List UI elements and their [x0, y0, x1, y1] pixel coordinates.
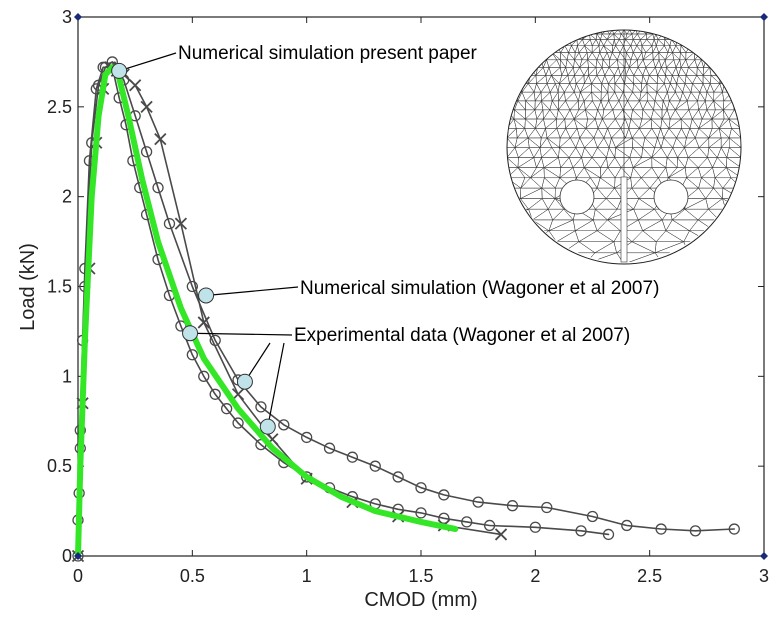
series-line-wagoner	[77, 61, 736, 557]
annotation-leader-line	[118, 52, 177, 72]
data-point-circle	[621, 519, 633, 532]
data-point-circle	[438, 512, 450, 524]
data-point-cross	[494, 528, 508, 541]
annotation-marker	[236, 373, 253, 390]
series-line-wagoner	[77, 66, 610, 536]
data-point-circle	[438, 489, 450, 501]
y-tick-label: 2.5	[47, 97, 72, 117]
x-tick-label: 2	[530, 566, 540, 586]
data-point-circle	[346, 451, 359, 463]
data-point-circle	[728, 523, 740, 535]
data-point-circle	[301, 431, 313, 444]
annotation-wagoner-experimental: Experimental data (Wagoner et al 2007)	[294, 325, 630, 346]
data-point-circle	[152, 182, 164, 194]
data-point-circle	[415, 482, 427, 494]
x-tick-label: 1	[302, 566, 312, 586]
x-tick-label: 0.5	[180, 566, 205, 586]
y-tick-label: 1.5	[47, 277, 72, 297]
y-axis-label: Load (kN)	[17, 243, 39, 331]
annotation-layer	[111, 52, 299, 435]
annotation-leader-line	[267, 342, 285, 427]
x-tick-label: 0	[73, 566, 83, 586]
data-point-circle	[392, 471, 404, 483]
annotation-leader-line	[205, 286, 299, 297]
data-point-circle	[186, 280, 198, 293]
data-point-circle	[140, 146, 153, 158]
data-point-circle	[461, 516, 473, 528]
y-tick-label: 2	[62, 187, 72, 207]
data-point-circle	[575, 525, 587, 537]
series-line-present-paper	[75, 64, 459, 559]
series-layer	[71, 56, 740, 563]
x-tick-label: 3	[759, 566, 769, 586]
data-point-cross	[140, 100, 153, 113]
data-point-circle	[255, 401, 267, 413]
data-point-circle	[541, 501, 553, 514]
data-point-circle	[602, 528, 615, 541]
data-point-circle	[472, 496, 484, 508]
corner-markers	[74, 13, 768, 560]
data-point-circle	[278, 419, 290, 431]
data-point-circle	[186, 349, 198, 361]
data-point-circle	[483, 519, 496, 532]
data-point-circle	[323, 442, 336, 454]
annotation-marker	[198, 287, 215, 304]
data-point-circle	[209, 388, 221, 400]
y-tick-label: 0	[62, 546, 72, 566]
data-point-cross	[174, 217, 188, 230]
annotation-leader-line	[190, 332, 293, 336]
annotation-wagoner-simulation: Numerical simulation (Wagoner et al 2007…	[300, 278, 659, 299]
data-point-cross	[129, 79, 142, 92]
data-point-circle	[232, 417, 244, 429]
y-tick-label: 1	[62, 366, 72, 386]
data-point-circle	[689, 525, 702, 537]
data-point-circle	[220, 403, 233, 415]
data-point-circle	[529, 521, 541, 533]
x-tick-label: 1.5	[408, 566, 433, 586]
annotation-marker	[259, 418, 276, 435]
data-point-circle	[655, 523, 667, 535]
data-point-circle	[209, 334, 221, 347]
annotation-marker	[111, 62, 128, 79]
data-point-circle	[198, 370, 210, 382]
data-point-circle	[506, 500, 519, 512]
data-point-circle	[586, 510, 599, 523]
data-point-circle	[415, 507, 427, 519]
data-point-cross	[197, 316, 210, 329]
data-point-circle	[369, 460, 381, 472]
x-tick-label: 2.5	[637, 566, 662, 586]
annotation-marker	[182, 325, 199, 342]
y-tick-label: 0.5	[47, 456, 72, 476]
x-axis-label: CMOD (mm)	[364, 589, 477, 611]
y-tick-label: 3	[62, 7, 72, 27]
data-point-cross	[154, 133, 167, 146]
annotation-present-paper: Numerical simulation present paper	[178, 43, 478, 64]
data-point-circle	[163, 217, 176, 230]
